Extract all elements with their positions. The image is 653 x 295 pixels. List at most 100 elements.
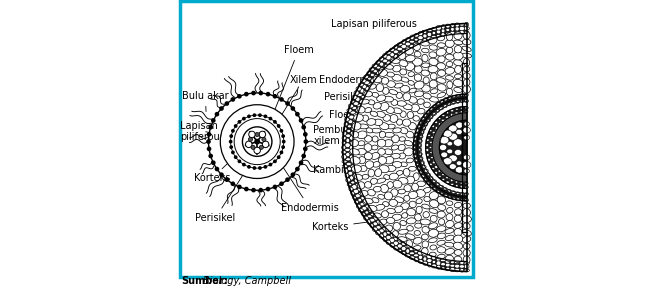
Ellipse shape (380, 224, 384, 227)
Circle shape (278, 156, 280, 158)
Text: Xilem: Xilem (267, 75, 317, 139)
Ellipse shape (400, 203, 409, 210)
Ellipse shape (429, 52, 437, 58)
Ellipse shape (455, 167, 464, 173)
Ellipse shape (383, 237, 387, 242)
Ellipse shape (379, 165, 389, 173)
Circle shape (274, 121, 276, 123)
Ellipse shape (422, 241, 428, 248)
Ellipse shape (349, 187, 353, 191)
Ellipse shape (415, 214, 421, 221)
Ellipse shape (460, 111, 463, 113)
Ellipse shape (454, 87, 462, 93)
Ellipse shape (377, 95, 386, 101)
Ellipse shape (348, 120, 353, 124)
Ellipse shape (349, 141, 353, 144)
Ellipse shape (402, 242, 406, 245)
Ellipse shape (392, 128, 402, 133)
Ellipse shape (436, 190, 439, 193)
Ellipse shape (371, 153, 379, 159)
Ellipse shape (370, 178, 377, 184)
Ellipse shape (451, 24, 454, 27)
Ellipse shape (435, 127, 438, 130)
Ellipse shape (355, 194, 360, 198)
Ellipse shape (374, 186, 381, 192)
Ellipse shape (431, 136, 434, 139)
Ellipse shape (406, 131, 414, 138)
Ellipse shape (443, 130, 452, 137)
Ellipse shape (437, 196, 445, 204)
Ellipse shape (402, 247, 406, 251)
Ellipse shape (421, 117, 424, 120)
Circle shape (229, 140, 232, 143)
Ellipse shape (386, 230, 391, 234)
Ellipse shape (345, 118, 349, 121)
Ellipse shape (409, 252, 415, 255)
Ellipse shape (436, 48, 446, 56)
Ellipse shape (351, 181, 355, 184)
Ellipse shape (464, 79, 470, 86)
Ellipse shape (438, 204, 446, 211)
Ellipse shape (456, 100, 459, 104)
Ellipse shape (445, 68, 454, 74)
Ellipse shape (383, 232, 387, 236)
Ellipse shape (460, 185, 463, 189)
Ellipse shape (413, 254, 419, 257)
Ellipse shape (404, 195, 410, 201)
Ellipse shape (392, 231, 398, 237)
Ellipse shape (454, 202, 462, 208)
Ellipse shape (419, 255, 422, 259)
Ellipse shape (454, 150, 462, 155)
Ellipse shape (456, 192, 459, 194)
Text: Endodermis: Endodermis (279, 161, 338, 213)
Ellipse shape (450, 31, 455, 35)
Ellipse shape (397, 244, 402, 248)
Ellipse shape (422, 63, 430, 68)
Text: Floem: Floem (329, 110, 427, 124)
Ellipse shape (450, 264, 455, 267)
Ellipse shape (465, 99, 469, 103)
Ellipse shape (430, 185, 432, 187)
Ellipse shape (428, 238, 438, 242)
Ellipse shape (430, 141, 433, 143)
Ellipse shape (393, 50, 398, 53)
Ellipse shape (427, 134, 431, 136)
Ellipse shape (402, 119, 411, 126)
Circle shape (232, 151, 234, 154)
Ellipse shape (381, 211, 389, 218)
Ellipse shape (373, 162, 380, 167)
Ellipse shape (432, 125, 434, 127)
Ellipse shape (404, 148, 413, 156)
Ellipse shape (422, 253, 427, 257)
Ellipse shape (349, 145, 353, 150)
Circle shape (225, 178, 229, 181)
Ellipse shape (415, 258, 419, 262)
Ellipse shape (416, 206, 422, 214)
Ellipse shape (460, 31, 464, 34)
Ellipse shape (392, 214, 402, 220)
Ellipse shape (362, 85, 366, 88)
Ellipse shape (367, 119, 376, 125)
Ellipse shape (386, 240, 390, 245)
Ellipse shape (454, 229, 462, 236)
Ellipse shape (383, 227, 388, 231)
Ellipse shape (449, 155, 457, 162)
Text: Korteks: Korteks (311, 210, 459, 232)
Ellipse shape (464, 31, 469, 34)
Ellipse shape (432, 188, 436, 190)
Text: Lapisan piliferous: Lapisan piliferous (331, 19, 433, 32)
Ellipse shape (461, 199, 464, 201)
Ellipse shape (370, 224, 374, 228)
Ellipse shape (378, 148, 385, 155)
Ellipse shape (465, 107, 468, 109)
Ellipse shape (423, 34, 427, 38)
Ellipse shape (377, 220, 381, 224)
Ellipse shape (371, 78, 375, 83)
Ellipse shape (448, 96, 451, 99)
Ellipse shape (440, 99, 443, 103)
Ellipse shape (454, 40, 462, 45)
Ellipse shape (351, 170, 356, 173)
Circle shape (259, 131, 266, 138)
Ellipse shape (436, 78, 446, 83)
Ellipse shape (437, 254, 445, 259)
